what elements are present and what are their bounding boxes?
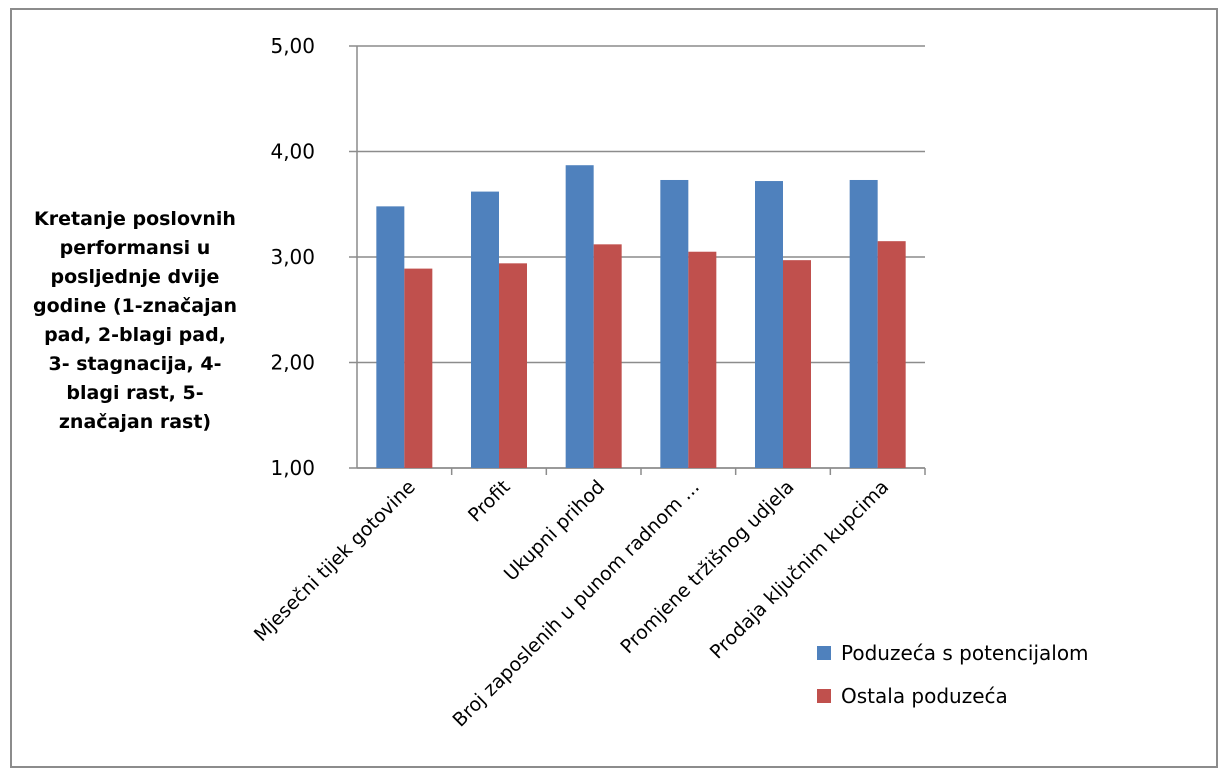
bar-poduzeca-s-potencijalom bbox=[660, 179, 689, 469]
y-tick-label: 5,00 bbox=[270, 34, 315, 58]
y-tick-label: 2,00 bbox=[270, 351, 315, 375]
bar-poduzeca-s-potencijalom bbox=[565, 165, 594, 468]
y-axis-label: Kretanje poslovnih performansi u posljed… bbox=[20, 205, 250, 437]
bar-ostala-poduzeca bbox=[688, 251, 717, 468]
y-tick-label: 1,00 bbox=[270, 456, 315, 480]
x-category-label: Prodaja ključnim kupcima bbox=[706, 476, 893, 663]
y-axis-label-line: Kretanje poslovnih bbox=[34, 208, 236, 230]
x-category-label: Mjesečni tijek gotovine bbox=[250, 476, 420, 646]
legend-swatch bbox=[817, 689, 831, 703]
bar-poduzeca-s-potencijalom bbox=[755, 181, 783, 469]
y-axis-label-line: značajan rast) bbox=[58, 411, 212, 433]
bar-ostala-poduzeca bbox=[593, 244, 622, 468]
x-category-label: Ukupni prihod bbox=[500, 476, 609, 585]
bar-poduzeca-s-potencijalom bbox=[471, 191, 499, 468]
legend-swatch bbox=[817, 646, 831, 660]
y-axis-label-line: posljednje dvije bbox=[50, 266, 220, 288]
legend-label: Poduzeća s potencijalom bbox=[841, 641, 1089, 665]
x-category-label: Profit bbox=[464, 476, 515, 527]
bar-ostala-poduzeca bbox=[783, 260, 811, 468]
bar-ostala-poduzeca bbox=[404, 268, 433, 468]
x-category-label: Promjene tržišnog udjela bbox=[616, 476, 798, 658]
legend-label: Ostala poduzeća bbox=[841, 684, 1008, 708]
y-axis-label-line: blagi rast, 5- bbox=[66, 382, 204, 404]
bar-poduzeca-s-potencijalom bbox=[376, 206, 405, 469]
bar-poduzeca-s-potencijalom bbox=[849, 179, 878, 469]
y-axis-label-line: performansi u bbox=[59, 237, 211, 259]
y-tick-label: 3,00 bbox=[270, 245, 315, 269]
y-axis-label-line: pad, 2-blagi pad, bbox=[44, 324, 226, 346]
bar-ostala-poduzeca bbox=[499, 263, 527, 468]
bar-ostala-poduzeca bbox=[877, 241, 906, 468]
y-axis-label-line: 3- stagnacija, 4- bbox=[48, 353, 222, 375]
y-axis-label-line: godine (1-značajan bbox=[33, 295, 237, 317]
y-tick-label: 4,00 bbox=[270, 140, 315, 164]
